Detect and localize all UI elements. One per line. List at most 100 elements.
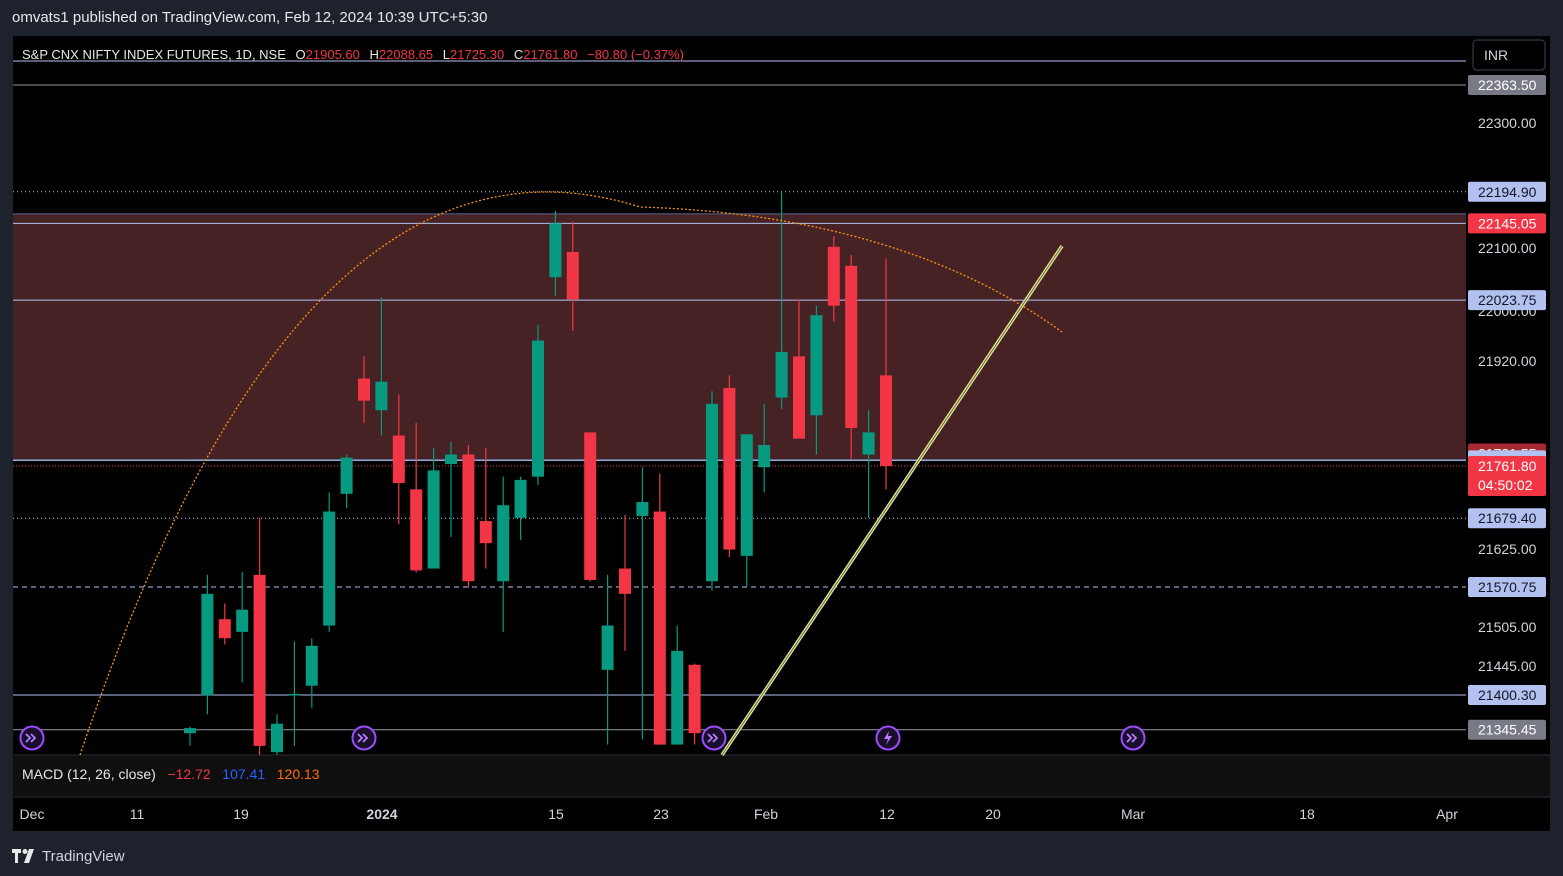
candle[interactable] [636,467,649,740]
dividend-event-icon[interactable] [701,725,727,751]
macd-legend[interactable]: MACD (12, 26, close) −12.72 107.41 120.1… [22,766,320,782]
trendline-core [721,245,1063,756]
candle[interactable] [723,375,736,558]
price-label-22194-90[interactable]: 22194.90 [1468,181,1546,202]
candle[interactable] [549,210,562,297]
earnings-event-icon[interactable] [875,725,901,751]
last-price-label[interactable]: 21761.80 04:50:02 [1468,456,1546,497]
candle[interactable] [375,297,388,436]
event-circle [351,725,377,751]
candle[interactable] [184,726,196,746]
price-label-box [1468,719,1546,740]
macd-axis [1466,755,1550,797]
candle-body [218,619,231,639]
candle[interactable] [201,574,214,715]
price-label-22023-75[interactable]: 22023.75 [1468,290,1546,311]
macd-label: MACD (12, 26, close) [22,766,156,782]
dividend-event-icon[interactable] [1120,725,1146,751]
candle[interactable] [653,473,666,745]
candle[interactable] [271,714,283,755]
price-label-text: 22363.50 [1478,77,1537,93]
time-tick-label: Feb [754,806,778,822]
price-label-21400-30[interactable]: 21400.30 [1468,685,1546,705]
candle[interactable] [740,434,753,587]
candle[interactable] [810,305,823,455]
candle[interactable] [532,324,544,485]
price-label-text: 22145.05 [1478,215,1537,231]
candle[interactable] [288,641,301,746]
candle[interactable] [601,574,614,745]
candle-body [410,489,423,571]
price-label-21570-75[interactable]: 21570.75 [1468,577,1546,598]
time-tick-label: 15 [548,806,564,822]
candle-body [636,502,649,516]
candle[interactable] [497,476,510,632]
candle-body [758,445,771,468]
event-circle [19,725,45,751]
currency-button[interactable] [1472,39,1546,71]
price-axis[interactable] [1466,36,1550,755]
price-label-box [1468,577,1546,598]
open-label: O [296,47,306,62]
candle-body [827,246,840,306]
candle[interactable] [218,603,231,645]
candle[interactable] [427,448,440,569]
price-tick-label: 21625.00 [1478,541,1537,557]
candle-body [497,505,510,582]
price-label-21345-45[interactable]: 21345.45 [1468,719,1546,740]
candle-body [253,574,266,746]
candle[interactable] [862,410,875,518]
countdown-text: 04:50:02 [1478,477,1533,493]
candle[interactable] [566,221,579,332]
candle-body [340,457,353,494]
candle[interactable] [827,236,840,322]
candle[interactable] [688,663,701,745]
arc-drawing[interactable] [79,191,1063,756]
candle-body [653,511,666,745]
candle[interactable] [479,448,492,569]
candle-body [305,645,318,686]
candle[interactable] [793,299,805,439]
candle[interactable] [236,571,249,683]
dividend-event-icon[interactable] [19,725,45,751]
price-label-text: 22023.75 [1478,292,1537,308]
candle[interactable] [305,638,318,708]
candle-body [427,470,440,569]
candle[interactable] [392,394,405,525]
price-label-text: 22194.90 [1478,184,1537,200]
price-label-text: 21679.40 [1478,510,1537,526]
forward-glyph [25,733,37,743]
price-label-box [1468,290,1546,311]
candle[interactable] [880,258,892,490]
macd-pane[interactable] [13,755,1466,797]
price-label-22363-50[interactable]: 22363.50 [1468,75,1546,95]
candle[interactable] [323,492,336,632]
candle[interactable] [340,454,353,509]
candle[interactable] [462,445,475,588]
price-label-22145-05[interactable]: 22145.05 [1468,213,1546,234]
candle[interactable] [671,625,684,745]
resistance-zone[interactable] [13,213,1466,460]
candle-body [810,315,823,416]
dividend-event-icon[interactable] [351,725,377,751]
candle-body [201,593,214,696]
candle[interactable] [514,476,527,541]
candle[interactable] [253,517,266,755]
candle[interactable] [410,422,423,573]
candle[interactable] [358,356,370,423]
time-axis[interactable] [13,797,1550,831]
change-value: −80.80 (−0.37%) [587,47,684,62]
candle[interactable] [845,255,858,460]
forward-glyph [707,733,719,743]
price-label-21679-40[interactable]: 21679.40 [1468,508,1546,529]
candle[interactable] [445,441,457,537]
candle[interactable] [584,432,597,582]
candle-body [514,479,527,518]
symbol-legend[interactable]: S&P CNX NIFTY INDEX FUTURES, 1D, NSE O21… [22,47,684,62]
candle[interactable] [706,391,718,591]
candle[interactable] [758,403,771,493]
candle[interactable] [619,514,631,651]
candle[interactable] [775,191,788,409]
candle-body [271,723,283,753]
